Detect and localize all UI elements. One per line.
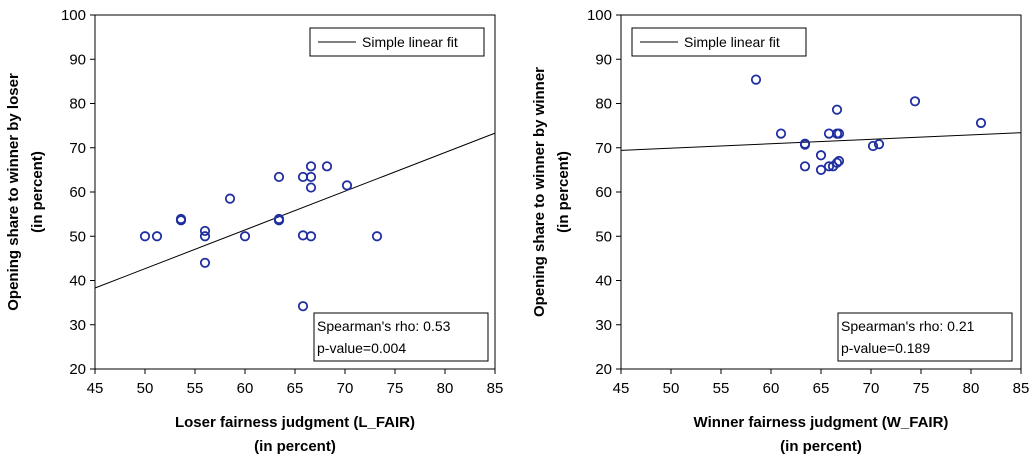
x-tick-label: 85	[487, 380, 504, 397]
x-tick-label: 80	[437, 380, 454, 397]
data-point	[305, 182, 317, 193]
x-tick-label: 50	[137, 380, 154, 397]
data-point	[831, 157, 843, 168]
y-tick-label: 70	[69, 140, 86, 157]
x-axis-subtitle: (in percent)	[254, 438, 336, 455]
linear-fit-line	[94, 132, 496, 289]
x-tick-label: 85	[1013, 380, 1030, 397]
x-tick-label: 50	[663, 380, 680, 397]
y-tick-label: 30	[69, 317, 86, 334]
data-point	[305, 161, 317, 172]
data-point	[833, 155, 845, 167]
y-tick-label: 70	[595, 140, 612, 157]
data-point	[815, 150, 827, 161]
data-point	[273, 213, 285, 225]
data-point	[175, 213, 187, 225]
y-axis-title: Opening share to winner by loser	[5, 73, 22, 311]
x-axis-title: Winner fairness judgment (W_FAIR)	[694, 414, 949, 431]
x-tick-label: 60	[237, 380, 254, 397]
data-point	[305, 171, 317, 183]
data-point	[297, 230, 309, 241]
data-point	[823, 161, 835, 172]
x-tick-label: 65	[287, 380, 304, 397]
y-tick-label: 90	[69, 51, 86, 68]
data-point	[750, 74, 762, 85]
legend-label: Simple linear fit	[684, 34, 780, 50]
p-value-text: p-value=0.189	[841, 340, 930, 356]
y-tick-label: 20	[595, 361, 612, 378]
y-tick-label: 60	[595, 184, 612, 201]
y-tick-label: 20	[69, 361, 86, 378]
x-tick-label: 70	[337, 380, 354, 397]
x-tick-label: 75	[387, 380, 404, 397]
linear-fit-line	[620, 132, 1022, 151]
data-point	[139, 231, 151, 242]
x-tick-label: 45	[613, 380, 630, 397]
y-axis-subtitle: (in percent)	[555, 151, 572, 233]
right-scatter-chart: 20 30 40 50 60 70 80 90 100 45 50 55 60 65 70 75 80 85 Win…	[531, 7, 1030, 455]
data-point	[775, 128, 787, 139]
data-point	[815, 164, 827, 175]
stats-annotation-box	[837, 312, 1013, 362]
y-tick-label: 100	[61, 7, 86, 24]
data-point	[341, 180, 353, 191]
data-point	[305, 231, 317, 242]
data-point	[909, 96, 921, 107]
y-axis-subtitle: (in percent)	[29, 151, 46, 233]
data-point	[297, 301, 309, 312]
y-tick-label: 80	[69, 96, 86, 113]
data-point	[224, 193, 236, 204]
y-tick-label: 30	[595, 317, 612, 334]
y-tick-label: 40	[595, 273, 612, 290]
data-point	[321, 161, 333, 172]
data-point	[799, 138, 811, 149]
y-tick-label: 50	[595, 228, 612, 245]
data-point	[867, 140, 879, 152]
x-axis-subtitle: (in percent)	[780, 438, 862, 455]
x-tick-label: 45	[87, 380, 104, 397]
data-point	[975, 117, 987, 129]
x-tick-label: 70	[863, 380, 880, 397]
data-point	[199, 225, 211, 237]
spearman-rho-text: Spearman's rho: 0.21	[841, 318, 975, 334]
data-point	[273, 171, 285, 183]
y-tick-label: 90	[595, 51, 612, 68]
stats-annotation-box	[313, 312, 489, 362]
left-scatter-chart: 20 30 40 50 60 70 80 90 100 45 50 55 60 65 70 75 80 85 Los…	[5, 7, 504, 455]
x-tick-label: 65	[813, 380, 830, 397]
data-point	[199, 257, 211, 268]
y-tick-label: 40	[69, 273, 86, 290]
y-tick-label: 50	[69, 228, 86, 245]
data-point	[831, 104, 843, 115]
x-tick-label: 80	[963, 380, 980, 397]
y-tick-label: 100	[587, 7, 612, 24]
data-point	[799, 161, 811, 172]
data-point	[239, 231, 251, 242]
legend-label: Simple linear fit	[362, 34, 458, 50]
y-tick-label: 80	[595, 96, 612, 113]
data-point	[873, 139, 885, 150]
spearman-rho-text: Spearman's rho: 0.53	[317, 318, 451, 334]
x-tick-label: 60	[763, 380, 780, 397]
data-point	[371, 231, 383, 242]
x-axis-title: Loser fairness judgment (L_FAIR)	[175, 414, 415, 431]
data-point	[151, 231, 163, 242]
y-axis-title: Opening share to winner by winner	[531, 67, 548, 317]
p-value-text: p-value=0.004	[317, 340, 406, 356]
x-tick-label: 55	[713, 380, 730, 397]
x-tick-label: 75	[913, 380, 930, 397]
x-tick-label: 55	[187, 380, 204, 397]
y-tick-label: 60	[69, 184, 86, 201]
data-point	[199, 231, 211, 242]
data-point	[833, 128, 845, 139]
